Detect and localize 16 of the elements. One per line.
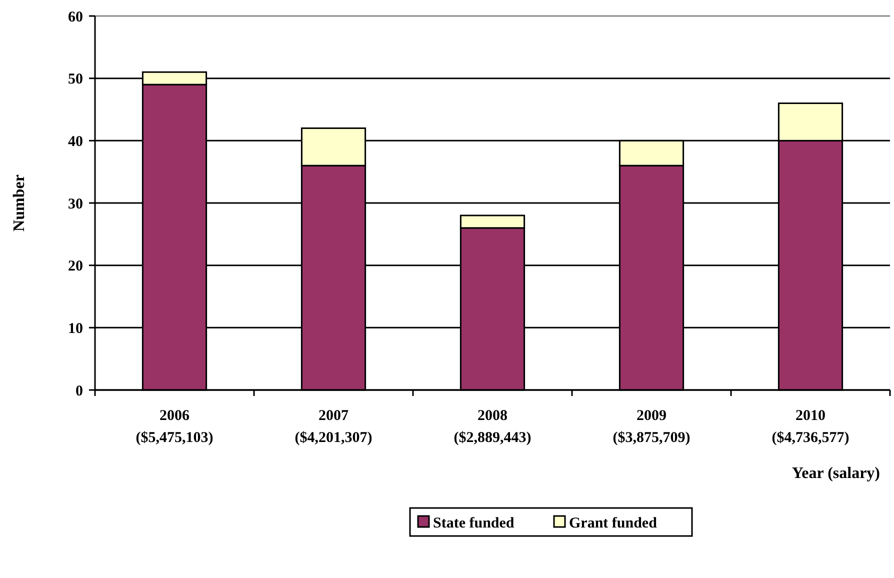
y-tick-label: 20 xyxy=(68,258,83,275)
y-tick-label: 0 xyxy=(76,383,83,400)
y-tick-label: 10 xyxy=(68,320,83,337)
x-tick-label: 2008 ($2,889,443) xyxy=(454,408,532,446)
y-tick-label: 60 xyxy=(68,9,83,26)
legend-label: Grant funded xyxy=(569,515,658,532)
y-tick-label: 30 xyxy=(68,196,83,212)
y-axis-title: Number xyxy=(11,174,28,232)
x-tick-label: 2006 ($5,475,103) xyxy=(136,408,214,446)
x-tick-label: 2009 ($3,875,709) xyxy=(612,408,690,446)
x-tick-label: 2007 ($4,201,307) xyxy=(294,408,372,446)
y-tick-label: 40 xyxy=(68,134,83,150)
y-tick-label: 50 xyxy=(68,72,83,88)
legend-label: State funded xyxy=(433,515,515,532)
x-tick-label: 2010 ($4,736,577) xyxy=(772,408,850,446)
x-axis-title: Year (salary) xyxy=(792,465,880,482)
